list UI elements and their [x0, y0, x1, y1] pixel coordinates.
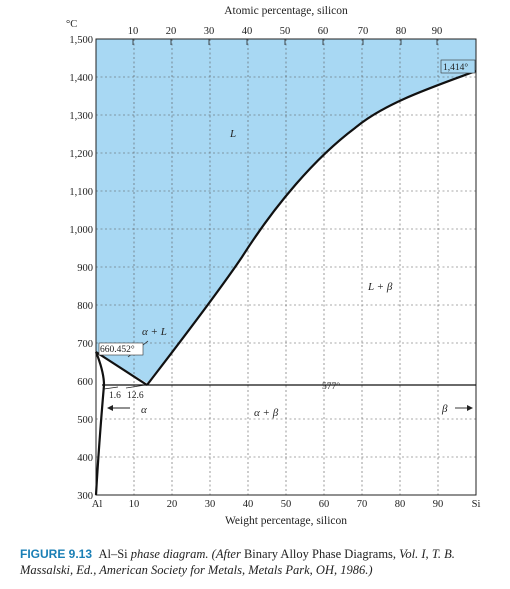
- top-tick-label: 80: [396, 26, 407, 37]
- y-tick-label: 1,200: [69, 149, 93, 160]
- top-tick-label: 90: [432, 26, 443, 37]
- top-tick-label: 70: [358, 26, 369, 37]
- figure-caption: FIGURE 9.13 Al–Si phase diagram. (After …: [20, 546, 500, 578]
- bottom-tick-label: 60: [319, 499, 330, 510]
- solubility-pointer: [103, 386, 119, 390]
- caption-text-1: Al–Si: [98, 547, 128, 561]
- figure-label: FIGURE 9.13: [20, 547, 93, 561]
- liquidus-al-side: [95, 351, 148, 386]
- x-right-label: Si: [472, 499, 481, 510]
- eutectic-comp-label: 12.6: [127, 391, 144, 401]
- top-tick-label: 10: [128, 26, 139, 37]
- y-tick-label: 1,400: [69, 73, 93, 84]
- region-beta-label: β: [441, 403, 448, 415]
- top-axis-ticks: [132, 39, 438, 45]
- caption-text-3: Binary Alloy Phase Diagrams,: [243, 547, 397, 561]
- y-tick-label: 600: [77, 377, 93, 388]
- bottom-tick-label: 20: [167, 499, 178, 510]
- bottom-tick-label: 90: [433, 499, 444, 510]
- top-axis-title: Atomic percentage, silicon: [224, 5, 348, 17]
- top-tick-label: 30: [204, 26, 215, 37]
- region-l-beta-label: L + β: [367, 281, 393, 293]
- caption-text-5: T. B. Massalski, Ed., American Society f…: [20, 547, 455, 577]
- liquidus-si-side: [146, 69, 477, 386]
- bottom-tick-label: 50: [281, 499, 292, 510]
- y-tick-label: 500: [77, 415, 93, 426]
- bottom-axis-title: Weight percentage, silicon: [225, 515, 347, 527]
- bottom-tick-label: 40: [243, 499, 254, 510]
- y-tick-label: 1,500: [69, 35, 93, 46]
- y-tick-label: 1,300: [69, 111, 93, 122]
- bottom-tick-label: 80: [395, 499, 406, 510]
- alpha-solidus: [94, 351, 106, 386]
- al-melting-label: 660.452°: [100, 344, 135, 355]
- alpha-arrowhead: [107, 405, 113, 411]
- grid: [96, 39, 476, 495]
- top-tick-label: 50: [280, 26, 291, 37]
- top-tick-label: 60: [318, 26, 329, 37]
- eutectic-temp-label: 577°: [322, 381, 340, 392]
- al-si-phase-diagram: Atomic percentage, silicon 10 20 30 40 5…: [66, 5, 481, 527]
- si-melting-label: 1,414°: [443, 62, 468, 73]
- region-liquid-label: L: [229, 128, 236, 140]
- bottom-tick-label: 70: [357, 499, 368, 510]
- y-tick-label: 700: [77, 339, 93, 350]
- y-tick-label: 900: [77, 263, 93, 274]
- alpha-solvus: [94, 384, 106, 496]
- caption-text-4: Vol. I,: [399, 547, 429, 561]
- bottom-tick-label: 30: [205, 499, 216, 510]
- y-tick-label: 1,000: [69, 225, 93, 236]
- eutectic-pointer: [125, 384, 146, 389]
- liquid-region: [96, 39, 476, 383]
- x-left-label: Al: [92, 499, 103, 510]
- plot-frame: [95, 38, 477, 496]
- y-tick-label: 300: [77, 491, 93, 502]
- y-tick-label: 800: [77, 301, 93, 312]
- top-tick-label: 20: [166, 26, 177, 37]
- beta-arrowhead: [467, 405, 473, 411]
- caption-text-2: phase diagram. (After: [130, 547, 241, 561]
- al-melting-box: [98, 342, 144, 356]
- top-tick-label: 40: [242, 26, 253, 37]
- si-melting-box: [440, 59, 476, 74]
- bottom-tick-label: 10: [129, 499, 140, 510]
- y-axis-unit: °C: [66, 19, 77, 30]
- alpha-solubility-label: 1.6: [109, 391, 121, 401]
- region-alpha-beta-label: α + β: [254, 407, 279, 419]
- region-alpha-l-label: α + L: [142, 326, 167, 338]
- y-tick-label: 1,100: [69, 187, 93, 198]
- y-tick-label: 400: [77, 453, 93, 464]
- region-alpha-label: α: [141, 404, 147, 416]
